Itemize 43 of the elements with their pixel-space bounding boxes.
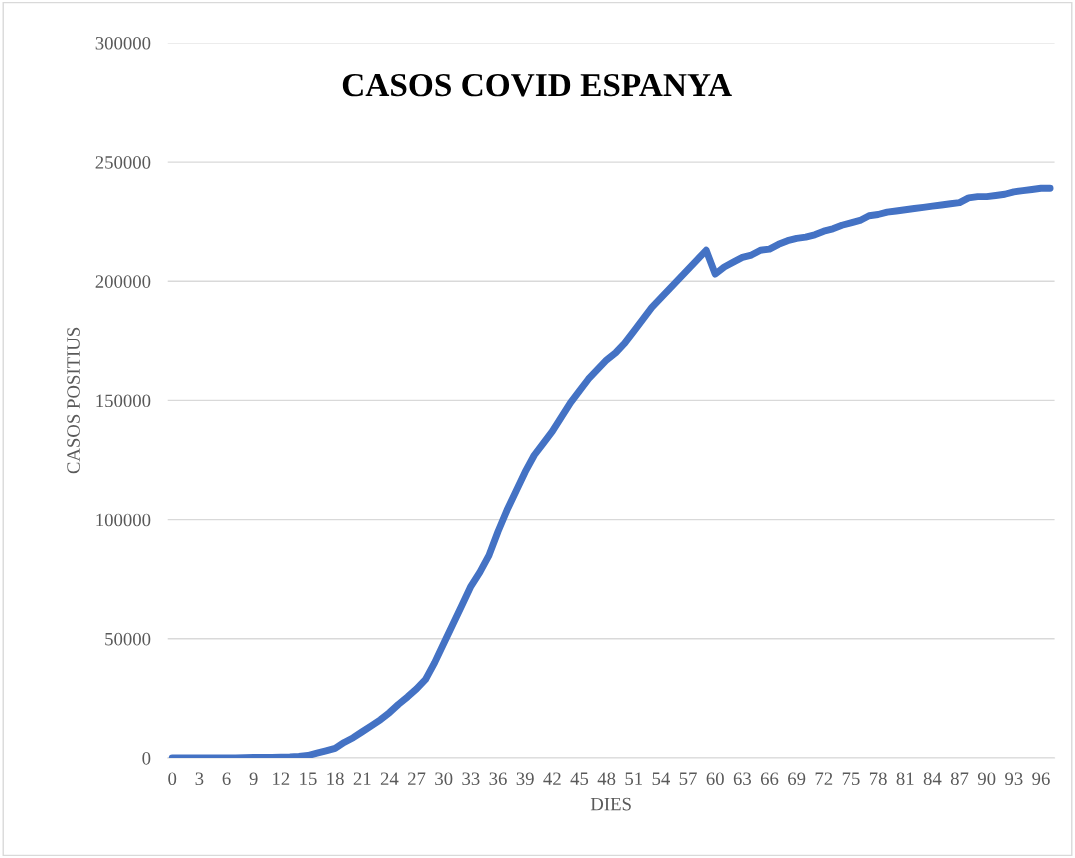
x-tick-label: 21 bbox=[353, 772, 371, 785]
x-axis-title: DIES bbox=[590, 797, 631, 811]
x-tick-label: 3 bbox=[195, 772, 204, 786]
y-tick-label: 150000 bbox=[96, 394, 151, 408]
x-tick-label: 90 bbox=[977, 772, 996, 786]
x-tick-label: 87 bbox=[950, 772, 969, 786]
x-tick-label: 84 bbox=[923, 772, 942, 786]
x-tick-label: 12 bbox=[273, 772, 290, 785]
text: CASOS COVID ESPANYA bbox=[342, 73, 732, 97]
x-tick-label: 30 bbox=[435, 772, 453, 786]
y-tick-label: 50000 bbox=[105, 632, 151, 646]
x-tick-label: 51 bbox=[625, 772, 643, 786]
x-tick-label: 78 bbox=[869, 772, 887, 786]
x-tick-label: 93 bbox=[1005, 772, 1023, 786]
x-tick-label: 69 bbox=[788, 772, 806, 786]
y-tick-label: 200000 bbox=[95, 275, 151, 288]
y-tick-label: 300000 bbox=[95, 36, 151, 50]
y-tick-label: 100000 bbox=[96, 513, 151, 527]
x-tick-label: 42 bbox=[543, 772, 561, 785]
x-tick-label: 24 bbox=[380, 772, 399, 785]
x-tick-label: 66 bbox=[760, 772, 779, 786]
x-tick-label: 33 bbox=[462, 772, 480, 786]
x-tick-label: 57 bbox=[679, 772, 697, 786]
x-tick-label: 72 bbox=[815, 772, 833, 785]
x-tick-label: 27 bbox=[408, 772, 426, 785]
x-tick-label: 15 bbox=[300, 772, 317, 786]
y-tick-label: 250000 bbox=[95, 156, 151, 169]
x-tick-label: 9 bbox=[249, 772, 258, 786]
x-tick-label: 6 bbox=[222, 772, 231, 786]
x-tick-label: 60 bbox=[706, 772, 724, 786]
x-tick-label: 39 bbox=[516, 772, 534, 786]
x-tick-label: 96 bbox=[1032, 772, 1050, 786]
x-tick-label: 81 bbox=[896, 772, 914, 786]
y-tick-label: 0 bbox=[142, 751, 151, 765]
x-tick-label: 45 bbox=[570, 772, 589, 786]
x-tick-label: 48 bbox=[597, 772, 616, 786]
x-tick-label: 18 bbox=[327, 772, 344, 786]
x-tick-label: 0 bbox=[168, 772, 177, 786]
y-axis-title: CASOS POSITIUS bbox=[67, 327, 80, 474]
x-tick-label: 63 bbox=[733, 772, 751, 786]
x-tick-label: 75 bbox=[842, 772, 860, 786]
x-tick-label: 54 bbox=[652, 772, 670, 786]
x-tick-label: 36 bbox=[489, 772, 507, 786]
